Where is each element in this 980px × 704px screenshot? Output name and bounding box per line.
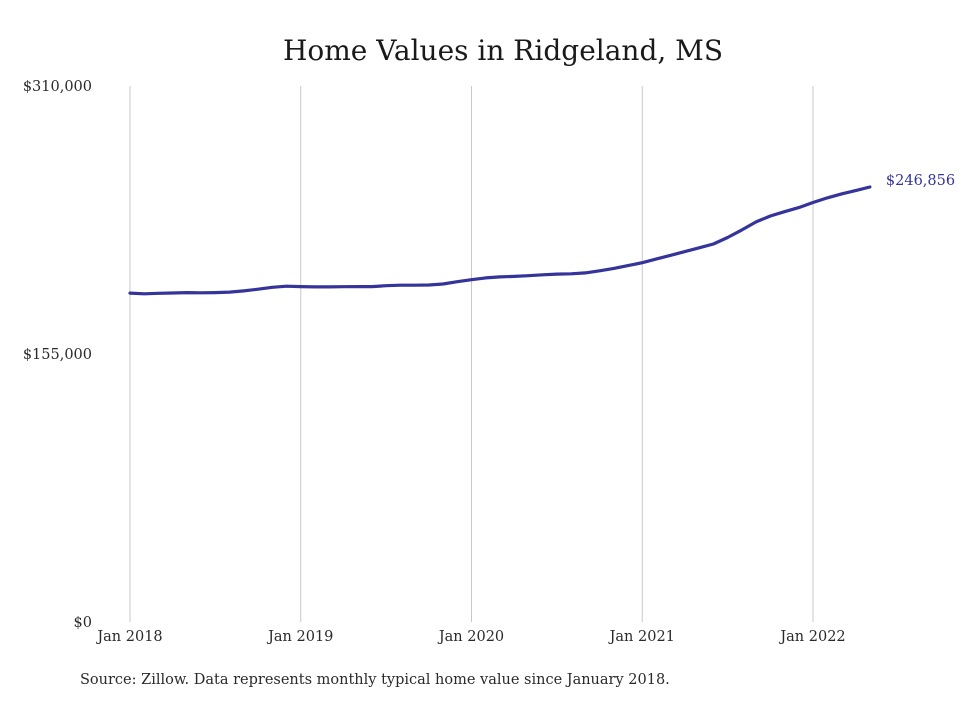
end-value-label: $246,856 <box>886 173 955 189</box>
series-line <box>128 185 872 296</box>
series-layer <box>128 185 872 296</box>
y-tick-label: $155,000 <box>23 347 92 363</box>
source-note: Source: Zillow. Data represents monthly … <box>80 672 670 688</box>
grid-lines <box>129 86 814 622</box>
y-tick-label: $0 <box>74 615 92 631</box>
chart-title: Home Values in Ridgeland, MS <box>283 34 723 67</box>
x-tick-label: Jan 2021 <box>608 629 675 645</box>
x-tick-label: Jan 2022 <box>778 629 845 645</box>
x-tick-label: Jan 2020 <box>437 629 504 645</box>
y-tick-label: $310,000 <box>23 79 92 95</box>
x-axis-ticks: Jan 2018 Jan 2019 Jan 2020 Jan 2021 Jan 2022 <box>95 629 845 645</box>
x-tick-label: Jan 2018 <box>95 629 162 645</box>
x-tick-label: Jan 2019 <box>266 629 333 645</box>
y-axis-ticks: $0 $155,000 $310,000 <box>23 79 92 631</box>
